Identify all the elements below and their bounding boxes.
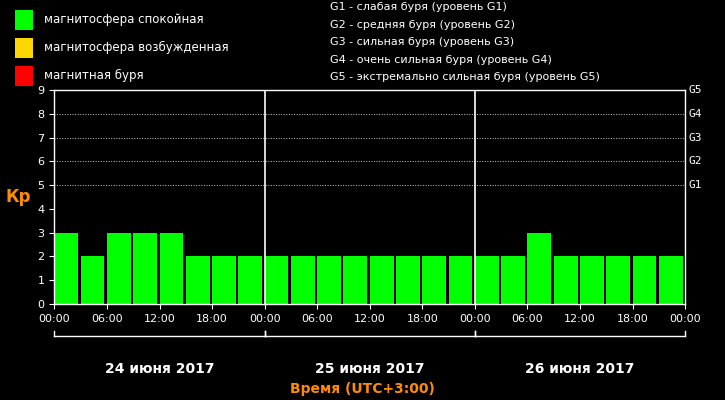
Bar xyxy=(107,233,130,304)
Text: 24 июня 2017: 24 июня 2017 xyxy=(104,362,215,376)
Bar xyxy=(239,256,262,304)
Text: Кр: Кр xyxy=(6,188,31,206)
Bar xyxy=(212,256,236,304)
Bar xyxy=(160,233,183,304)
Bar xyxy=(580,256,604,304)
Text: магнитосфера спокойная: магнитосфера спокойная xyxy=(44,13,203,26)
Bar xyxy=(344,256,368,304)
Bar xyxy=(501,256,525,304)
Text: G3 - сильная буря (уровень G3): G3 - сильная буря (уровень G3) xyxy=(330,37,514,47)
Text: G1 - слабая буря (уровень G1): G1 - слабая буря (уровень G1) xyxy=(330,2,507,12)
Bar xyxy=(291,256,315,304)
Bar xyxy=(14,66,33,86)
Bar xyxy=(659,256,683,304)
Text: G3: G3 xyxy=(689,132,703,142)
Bar xyxy=(14,10,33,30)
Text: 25 июня 2017: 25 июня 2017 xyxy=(315,362,425,376)
Bar xyxy=(422,256,446,304)
Bar xyxy=(449,256,473,304)
Text: G2: G2 xyxy=(689,156,703,166)
Text: 26 июня 2017: 26 июня 2017 xyxy=(526,362,634,376)
Text: G5: G5 xyxy=(689,85,703,95)
Bar xyxy=(14,38,33,58)
Bar xyxy=(80,256,104,304)
Text: магнитная буря: магнитная буря xyxy=(44,69,143,82)
Text: Время (UTC+3:00): Время (UTC+3:00) xyxy=(290,382,435,396)
Bar xyxy=(527,233,551,304)
Text: G4: G4 xyxy=(689,109,703,119)
Bar xyxy=(606,256,630,304)
Text: магнитосфера возбужденная: магнитосфера возбужденная xyxy=(44,41,228,54)
Text: G5 - экстремально сильная буря (уровень G5): G5 - экстремально сильная буря (уровень … xyxy=(330,72,600,82)
Text: G1: G1 xyxy=(689,180,703,190)
Bar xyxy=(370,256,394,304)
Bar xyxy=(317,256,341,304)
Bar xyxy=(554,256,578,304)
Bar xyxy=(186,256,210,304)
Text: G4 - очень сильная буря (уровень G4): G4 - очень сильная буря (уровень G4) xyxy=(330,55,552,65)
Bar xyxy=(265,256,289,304)
Bar xyxy=(632,256,656,304)
Bar xyxy=(133,233,157,304)
Text: G2 - средняя буря (уровень G2): G2 - средняя буря (уровень G2) xyxy=(330,20,515,30)
Bar xyxy=(54,233,78,304)
Bar xyxy=(396,256,420,304)
Bar xyxy=(475,256,499,304)
